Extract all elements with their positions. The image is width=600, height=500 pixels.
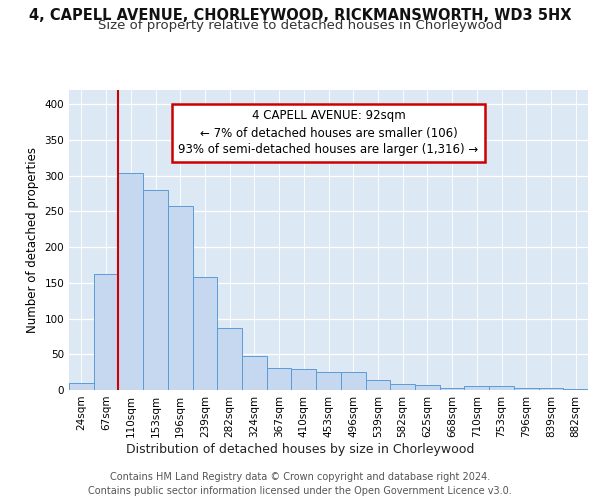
Bar bbox=[316, 372, 341, 390]
Y-axis label: Number of detached properties: Number of detached properties bbox=[26, 147, 39, 333]
Text: Contains HM Land Registry data © Crown copyright and database right 2024.
Contai: Contains HM Land Registry data © Crown c… bbox=[88, 472, 512, 496]
Bar bbox=[440, 388, 464, 390]
Bar bbox=[489, 386, 514, 390]
Bar bbox=[217, 328, 242, 390]
Text: 4, CAPELL AVENUE, CHORLEYWOOD, RICKMANSWORTH, WD3 5HX: 4, CAPELL AVENUE, CHORLEYWOOD, RICKMANSW… bbox=[29, 8, 571, 22]
Bar bbox=[69, 383, 94, 390]
Bar bbox=[242, 356, 267, 390]
Bar bbox=[193, 277, 217, 390]
Bar bbox=[415, 385, 440, 390]
Bar bbox=[143, 190, 168, 390]
Bar bbox=[292, 368, 316, 390]
Bar bbox=[514, 388, 539, 390]
Bar bbox=[365, 380, 390, 390]
Bar bbox=[464, 386, 489, 390]
Bar bbox=[267, 368, 292, 390]
Text: Size of property relative to detached houses in Chorleywood: Size of property relative to detached ho… bbox=[98, 18, 502, 32]
Bar bbox=[539, 388, 563, 390]
Text: Distribution of detached houses by size in Chorleywood: Distribution of detached houses by size … bbox=[126, 442, 474, 456]
Bar bbox=[118, 173, 143, 390]
Bar bbox=[168, 206, 193, 390]
Bar bbox=[94, 274, 118, 390]
Bar bbox=[341, 372, 365, 390]
Text: 4 CAPELL AVENUE: 92sqm
← 7% of detached houses are smaller (106)
93% of semi-det: 4 CAPELL AVENUE: 92sqm ← 7% of detached … bbox=[178, 110, 479, 156]
Bar bbox=[390, 384, 415, 390]
